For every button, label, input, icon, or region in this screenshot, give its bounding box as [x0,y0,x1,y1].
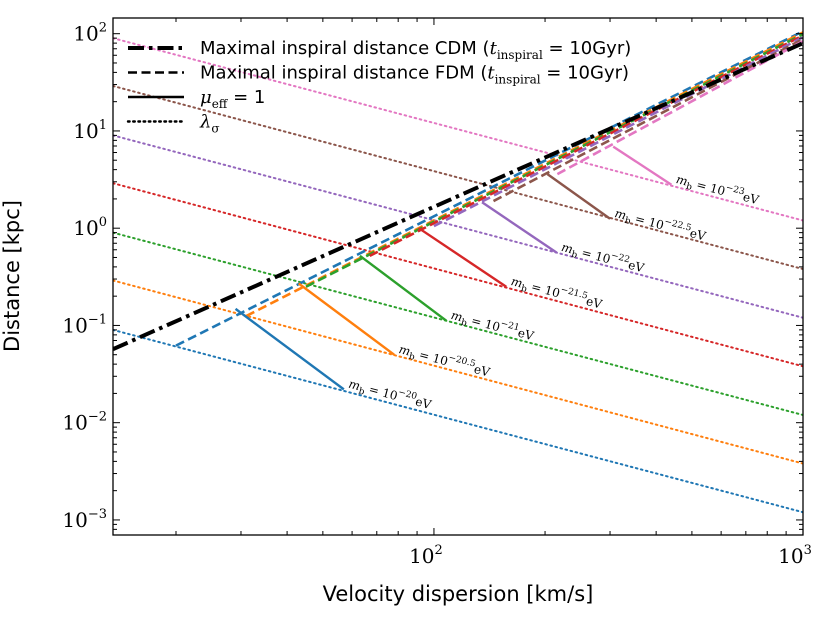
lambda-line-6 [113,37,803,222]
lambda-line-4 [113,134,803,319]
lambda-line-3 [113,182,803,368]
mu-eff-line-4 [481,201,558,254]
mass-label-6: mb = 10−23eV [674,170,761,210]
y-tick-label: 100 [73,215,107,240]
series-layer [113,30,803,514]
axis-ticks: 102 103 10−3 10−2 10−1 100 101 102 [62,18,812,568]
x-axis-label: Velocity dispersion [km/s] [323,582,594,606]
mass-label-4: mb = 10−22eV [559,238,646,278]
legend-entry-3: λσ​ [199,112,220,136]
y-tick-label: 101 [73,118,107,143]
mass-label-5: mb = 10−22.5eV [612,204,708,246]
y-tick-label: 10−2 [62,410,107,435]
mu-eff-line-0 [234,307,345,391]
legend-entry-0: Maximal inspiral distance CDM (tinspiral… [200,38,631,62]
mass-label-1: mb = 10−20.5eV [397,340,493,382]
x-tick-label: 102 [409,543,443,568]
lambda-line-5 [113,84,803,271]
mu-eff-line-1 [297,282,395,356]
fdm-distance-line-3 [369,34,803,257]
lambda-line-1 [113,279,803,465]
legend-entry-1: Maximal inspiral distance FDM (tinspiral… [200,63,629,87]
mass-label-2: mb = 10−21eV [449,306,536,346]
lambda-line-0 [113,328,803,514]
mu-eff-line-3 [418,227,507,288]
fdm-distance-line-0 [175,30,803,347]
mu-eff-line-2 [359,254,448,322]
lambda-line-2 [113,231,803,416]
plot-frame [112,17,804,536]
y-axis-label: Distance [kpc] [0,200,24,352]
y-tick-label: 10−3 [62,507,107,532]
x-tick-label: 103 [778,543,812,568]
y-tick-label: 102 [73,21,107,46]
mu-eff-line-6 [612,145,673,186]
y-tick-label: 10−1 [62,312,107,337]
cdm-distance-line [113,41,803,352]
fdm-distance-line-5 [492,37,803,203]
mu-eff-line-5 [546,173,611,220]
legend: Maximal inspiral distance CDM (tinspiral… [126,38,631,136]
mass-label-0: mb = 10−20eV [346,375,433,415]
legend-entry-2: μeff = 1 [200,87,265,111]
mass-label-3: mb = 10−21.5eV [509,272,605,314]
